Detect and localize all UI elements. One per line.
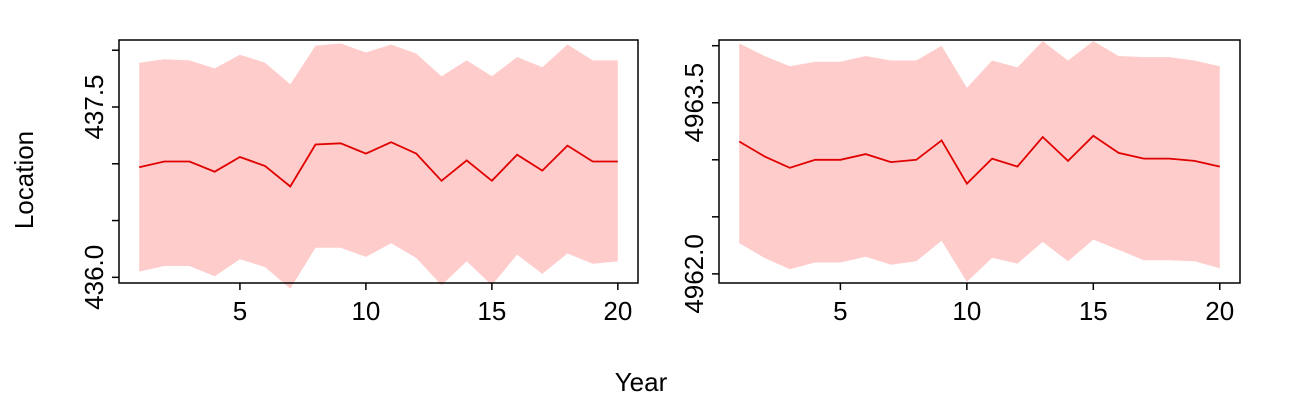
estimate-line <box>738 134 1220 186</box>
chart-panel-1: 5 10 15 20 436.0 437.5 <box>79 39 639 326</box>
x-tick-label: 20 <box>1205 296 1234 326</box>
y-tick-label: 436.0 <box>79 245 109 310</box>
plot-frame <box>718 39 1241 284</box>
chart-panel-2: 5 10 15 20 4962.0 4963.5 <box>679 39 1241 326</box>
x-tick-label: 10 <box>952 296 981 326</box>
x-tick-label: 15 <box>1079 296 1108 326</box>
panels: 5 10 15 20 436.0 437.5 5 10 15 20 4962.0 4963.5 <box>79 39 1241 326</box>
x-tick-label: 15 <box>477 296 506 326</box>
x-tick-label: 20 <box>603 296 632 326</box>
y-tick-label: 4962.0 <box>679 234 709 314</box>
x-axis-title: Year <box>615 367 668 397</box>
y-tick-label: 4963.5 <box>679 63 709 143</box>
estimate-line <box>139 141 618 188</box>
x-tick-label: 10 <box>351 296 380 326</box>
y-tick-label: 437.5 <box>79 74 109 139</box>
x-tick-label: 5 <box>233 296 247 326</box>
confidence-band <box>139 43 618 289</box>
plot-frame <box>118 39 639 284</box>
x-tick-label: 5 <box>833 296 847 326</box>
y-axis-title: Location <box>9 131 39 229</box>
confidence-band <box>739 41 1220 282</box>
